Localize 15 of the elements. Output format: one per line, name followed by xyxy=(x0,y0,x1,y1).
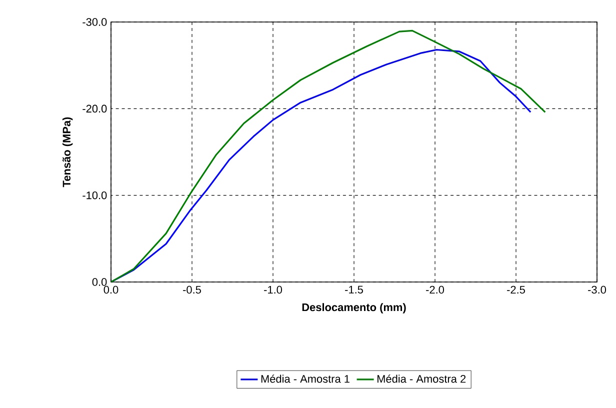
x-tick-label: -2.5 xyxy=(507,286,525,294)
x-tick-label: -1.0 xyxy=(264,286,282,294)
x-tick-label: -2.0 xyxy=(426,286,444,294)
legend-label: Média - Amostra 1 xyxy=(261,374,350,383)
legend-label: Média - Amostra 2 xyxy=(377,374,466,383)
x-tick-label: -3.0 xyxy=(588,286,606,294)
x-tick-label: 0.0 xyxy=(104,286,118,294)
x-axis-title: Deslocamento (mm) xyxy=(302,303,406,314)
x-tick-label: -1.5 xyxy=(345,286,363,294)
y-tick-label: -30.0 xyxy=(82,18,107,26)
y-tick-label: -10.0 xyxy=(82,191,107,200)
y-tick-label: 0.0 xyxy=(92,278,107,286)
x-tick-label: -0.5 xyxy=(183,286,201,294)
y-axis-title: Tensão (MPa) xyxy=(62,117,73,188)
y-tick-label: -20.0 xyxy=(82,104,107,113)
